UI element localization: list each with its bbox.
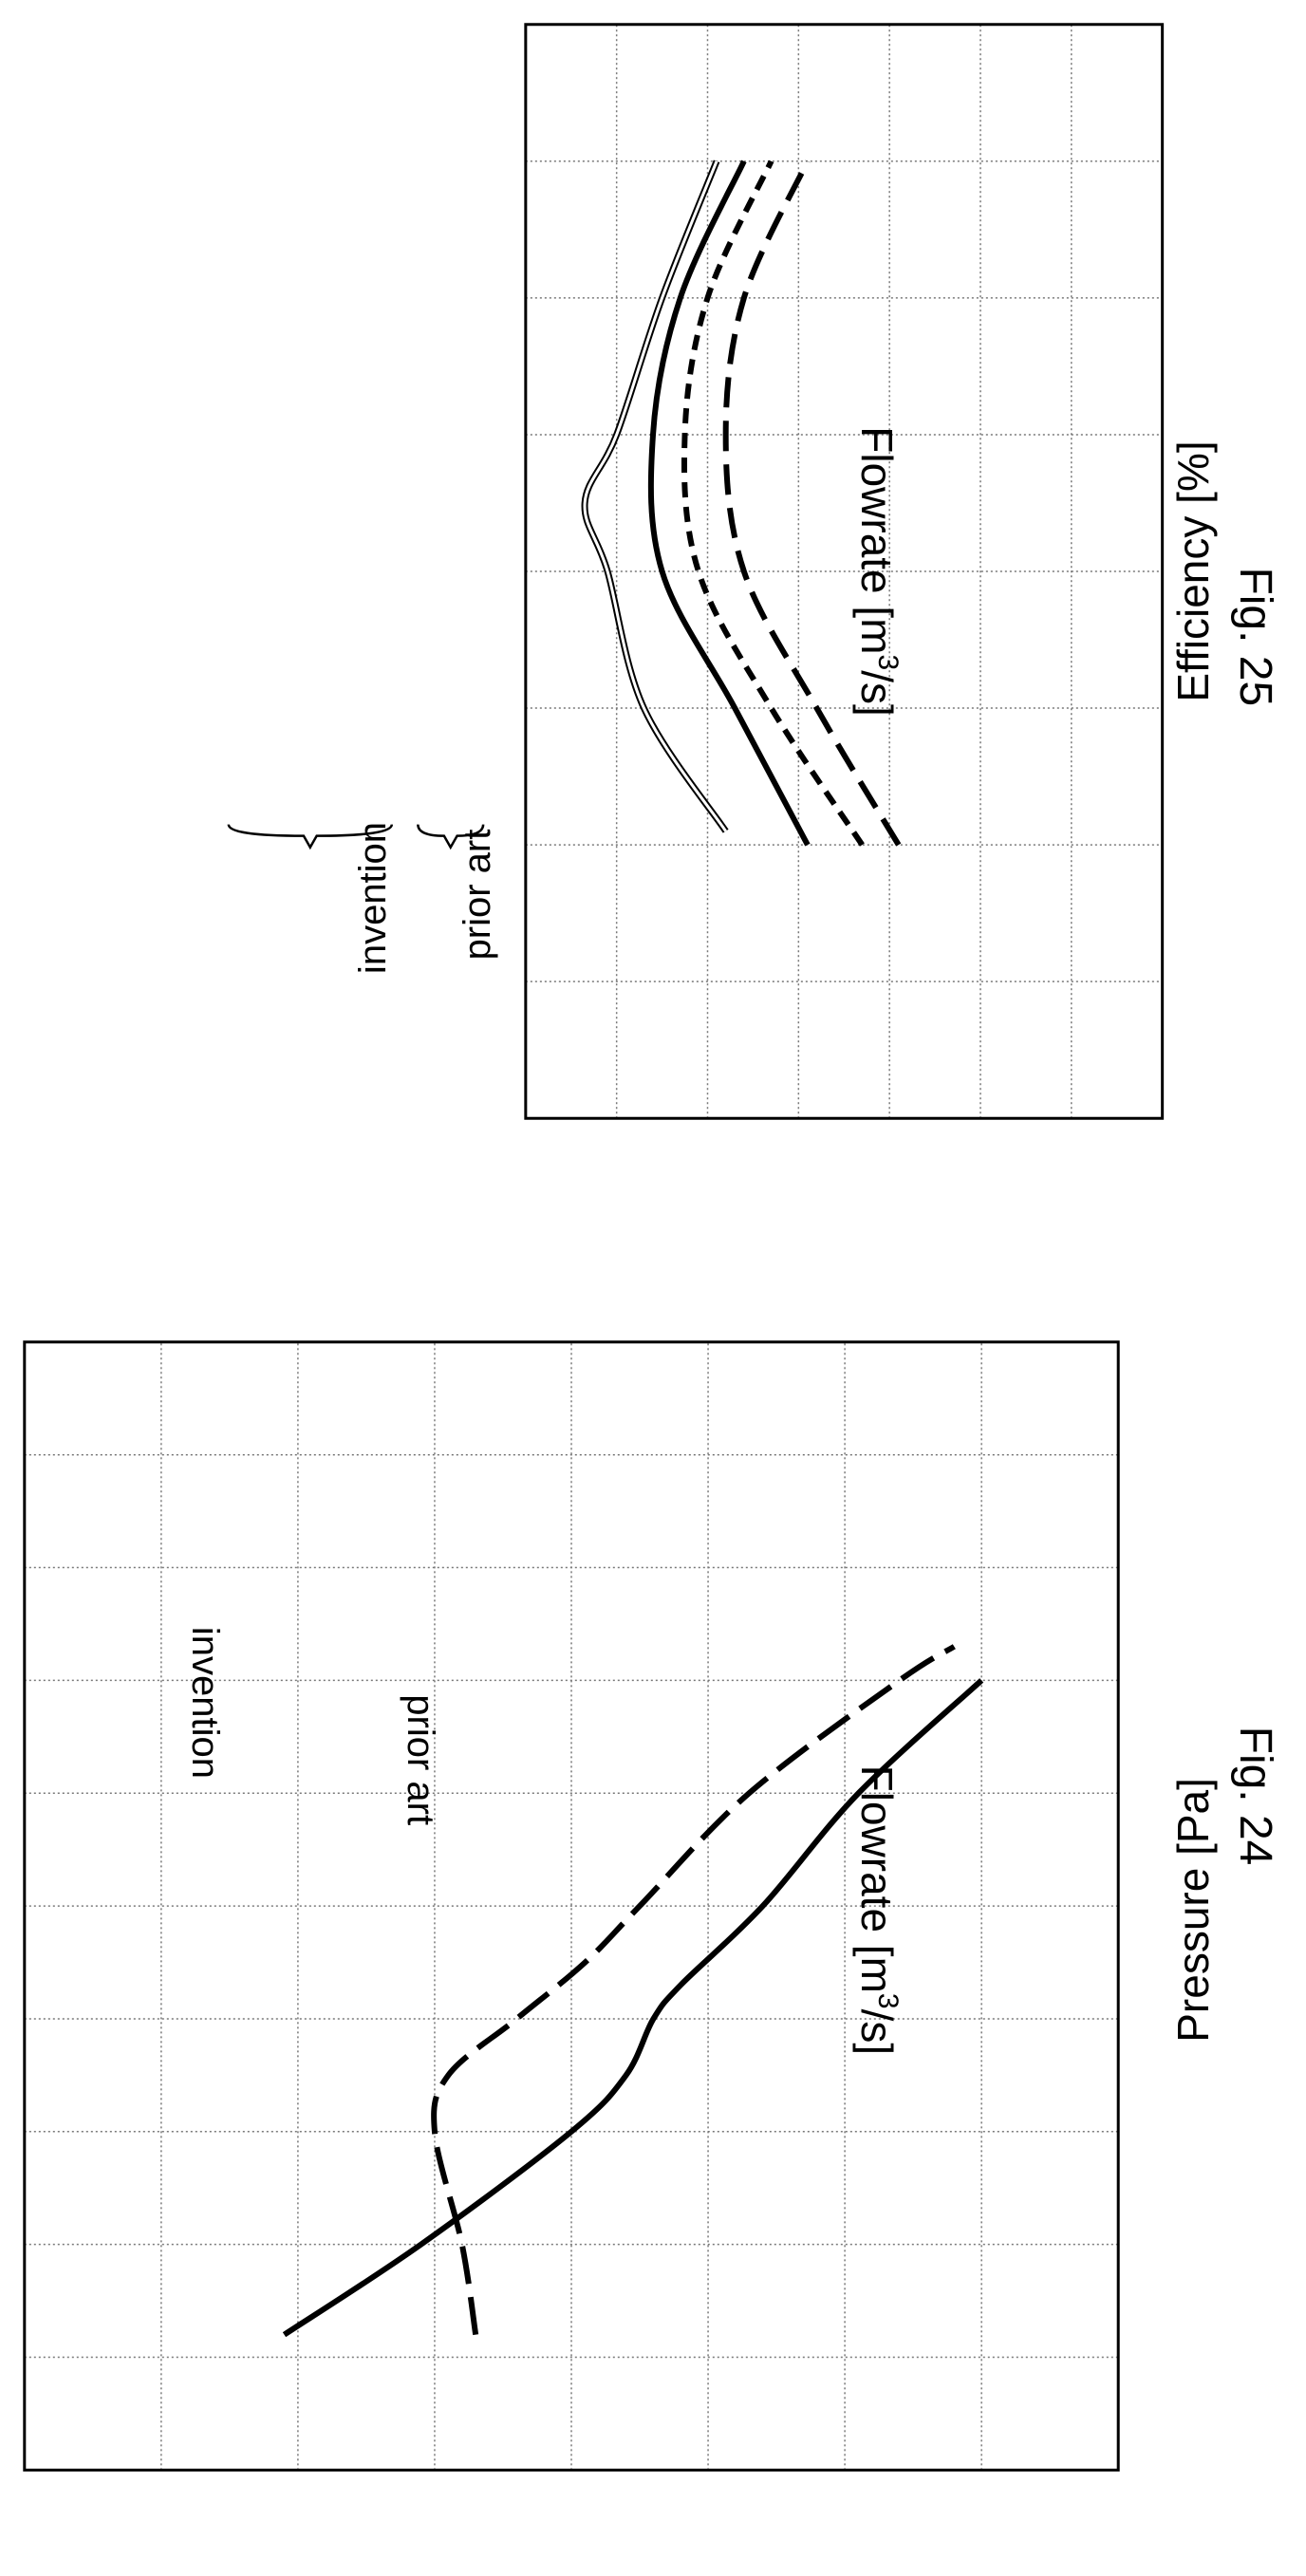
fig24-x-axis-label: Flowrate [m3/s] bbox=[852, 1765, 904, 2056]
fig25-brace-invention bbox=[227, 824, 394, 850]
fig25-series-invention-1 bbox=[583, 160, 727, 832]
fig25-group-label-invention: invention bbox=[352, 822, 394, 974]
fig25-lines bbox=[581, 159, 902, 847]
fig24-series-label-prior-art: prior art bbox=[400, 1694, 441, 1825]
fig25-grid bbox=[525, 24, 1163, 1119]
fig25-frame bbox=[524, 23, 1165, 1120]
fig24-frame bbox=[23, 1340, 1120, 2472]
fig24-grid bbox=[24, 1341, 1119, 2471]
fig25-y-axis-label: Efficiency [%] bbox=[1168, 440, 1218, 701]
fig25-series-invention-2 bbox=[647, 159, 811, 847]
fig25-x-axis-label: Flowrate [m3/s] bbox=[852, 426, 904, 717]
fig24-series-invention bbox=[282, 1678, 984, 2338]
fig25-figure-caption: Fig. 25 bbox=[1230, 567, 1280, 706]
chart-fig24: Pressure [Pa] Flowrate [m3/s] Fig. 24 in… bbox=[23, 1340, 1280, 2472]
fig25-brace-prior-art bbox=[417, 824, 485, 850]
fig24-y-axis-label: Pressure [Pa] bbox=[1168, 1778, 1218, 2043]
fig24-series-label-invention: invention bbox=[184, 1627, 226, 1779]
fig24-lines bbox=[282, 1644, 984, 2338]
fig25-series-prior-art-2 bbox=[722, 159, 902, 847]
fig24-series-prior-art bbox=[431, 1644, 956, 2336]
fig25-group-label-prior-art: prior art bbox=[457, 830, 498, 961]
chart-fig25: Efficiency [%] Flowrate [m3/s] Fig. 25 i… bbox=[227, 23, 1280, 1120]
fig24-figure-caption: Fig. 24 bbox=[1230, 1727, 1280, 1866]
fig25-series-prior-art-1 bbox=[681, 159, 865, 847]
